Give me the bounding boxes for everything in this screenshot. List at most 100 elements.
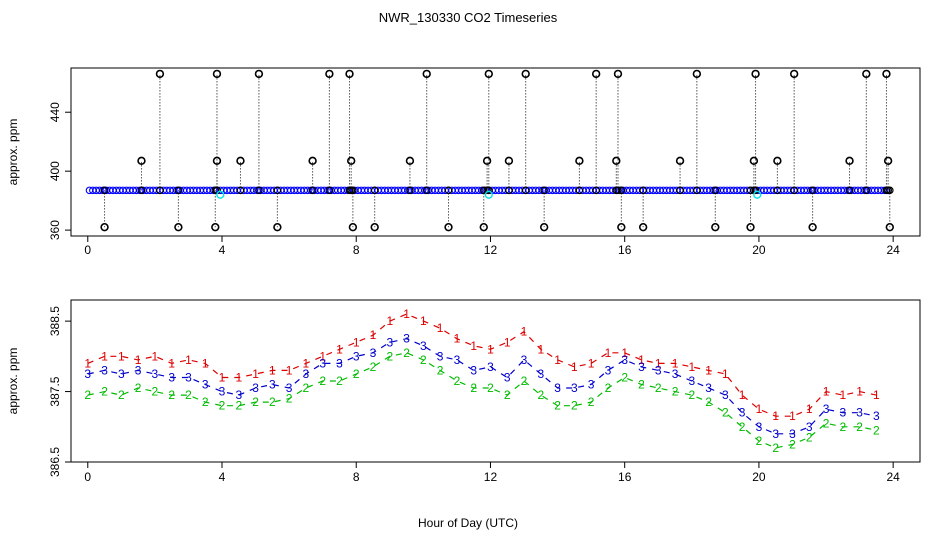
cyan-point	[484, 190, 493, 199]
series-marker-2: 2	[588, 395, 595, 409]
bottom-ytick-label: 388.5	[48, 306, 62, 336]
series-marker-2: 2	[605, 381, 612, 395]
spike-point	[444, 222, 453, 232]
spike-base-point	[236, 186, 245, 195]
series-marker-1: 1	[772, 409, 779, 423]
top-xtick-label: 20	[752, 243, 766, 257]
bottom-xtick-label: 12	[484, 470, 498, 484]
series-marker-2: 2	[521, 374, 528, 388]
top-panel: approx. ppm 0 4 8 12 16 20 24 360 400 440	[6, 67, 921, 257]
spike-point	[808, 222, 817, 232]
series-marker-2: 2	[688, 388, 695, 402]
series-marker-2: 2	[789, 437, 796, 451]
series-marker-3: 3	[403, 332, 410, 346]
series-marker-1: 1	[504, 335, 511, 349]
series-marker-3: 3	[470, 363, 477, 377]
top-xtick-label: 16	[618, 243, 632, 257]
series-marker-3: 3	[202, 378, 209, 392]
spike-point	[484, 69, 493, 79]
series-marker-2: 2	[403, 346, 410, 360]
series-marker-2: 2	[152, 385, 159, 399]
top-ylabel: approx. ppm	[6, 119, 20, 186]
spike-base-point	[325, 186, 334, 195]
series-marker-1: 1	[789, 409, 796, 423]
series-marker-2: 2	[873, 423, 880, 437]
series-marker-1: 1	[202, 356, 209, 370]
spike-base-point	[592, 186, 600, 195]
series-marker-1: 1	[269, 363, 276, 377]
series-marker-1: 1	[521, 325, 528, 339]
series-marker-1: 1	[470, 339, 477, 353]
series-marker-3: 3	[655, 363, 662, 377]
series-marker-1: 1	[588, 356, 595, 370]
series-marker-2: 2	[269, 395, 276, 409]
series-marker-2: 2	[672, 385, 679, 399]
spike-point	[504, 156, 514, 166]
series-marker-1: 1	[303, 356, 310, 370]
top-marks	[85, 69, 894, 232]
series-marker-2: 2	[823, 416, 830, 430]
series-marker-2: 2	[202, 395, 209, 409]
spike-base-point	[676, 186, 684, 195]
series-marker-2: 2	[101, 385, 108, 399]
bottom-ytick-label: 387.5	[48, 376, 62, 406]
series-marker-3: 3	[856, 406, 863, 420]
series-marker-3: 3	[554, 381, 561, 395]
series-marker-1: 1	[353, 335, 360, 349]
spike-point	[347, 156, 356, 166]
series-marker-1: 1	[118, 349, 125, 363]
series-marker-1: 1	[336, 342, 343, 356]
series-marker-3: 3	[638, 360, 645, 374]
series-marker-1: 1	[739, 388, 746, 402]
spike-base-point	[711, 186, 720, 195]
spike-point	[174, 222, 183, 232]
series-marker-2: 2	[252, 395, 259, 409]
series-marker-1: 1	[605, 346, 612, 360]
spike-point	[482, 156, 492, 166]
bottom-xtick-label: 16	[618, 470, 632, 484]
series-marker-3: 3	[84, 367, 91, 381]
series-marker-3: 3	[336, 356, 343, 370]
cyan-point	[216, 190, 225, 199]
spike-point	[885, 222, 894, 232]
spike-point	[883, 156, 893, 166]
spike-point	[862, 69, 871, 79]
series-marker-1: 1	[235, 370, 242, 384]
series-marker-3: 3	[269, 378, 276, 392]
series-marker-3: 3	[135, 363, 142, 377]
series-marker-2: 2	[454, 374, 461, 388]
series-marker-1: 1	[454, 332, 461, 346]
spike-base-point	[617, 186, 626, 195]
spike-point	[137, 156, 146, 166]
spike-point	[882, 69, 891, 79]
series-marker-2: 2	[756, 434, 763, 448]
series-marker-2: 2	[537, 388, 544, 402]
series-marker-2: 2	[856, 420, 863, 434]
spike-point	[212, 156, 222, 166]
spike-base-point	[845, 186, 854, 195]
spike-point	[751, 69, 760, 79]
series-marker-3: 3	[286, 381, 293, 395]
series-marker-1: 1	[856, 385, 863, 399]
spike-point	[405, 156, 415, 166]
series-marker-2: 2	[470, 381, 477, 395]
figure-title: NWR_130330 CO2 Timeseries	[379, 10, 558, 25]
spike-base-point	[885, 186, 894, 195]
spike-base-point	[211, 186, 220, 195]
series-marker-2: 2	[386, 349, 393, 363]
series-marker-3: 3	[621, 353, 628, 367]
series-marker-1: 1	[319, 349, 326, 363]
spike-base-point	[483, 186, 491, 195]
spike-point	[575, 156, 584, 166]
spike-point	[273, 222, 282, 232]
spike-base-point	[137, 186, 146, 195]
top-xtick-label: 24	[886, 243, 900, 257]
series-marker-1: 1	[554, 353, 561, 367]
series-marker-2: 2	[336, 374, 343, 388]
spike-base-point	[693, 186, 701, 195]
spike-base-point	[308, 186, 317, 195]
series-marker-3: 3	[873, 409, 880, 423]
series-marker-2: 2	[504, 388, 511, 402]
series-marker-1: 1	[688, 360, 695, 374]
